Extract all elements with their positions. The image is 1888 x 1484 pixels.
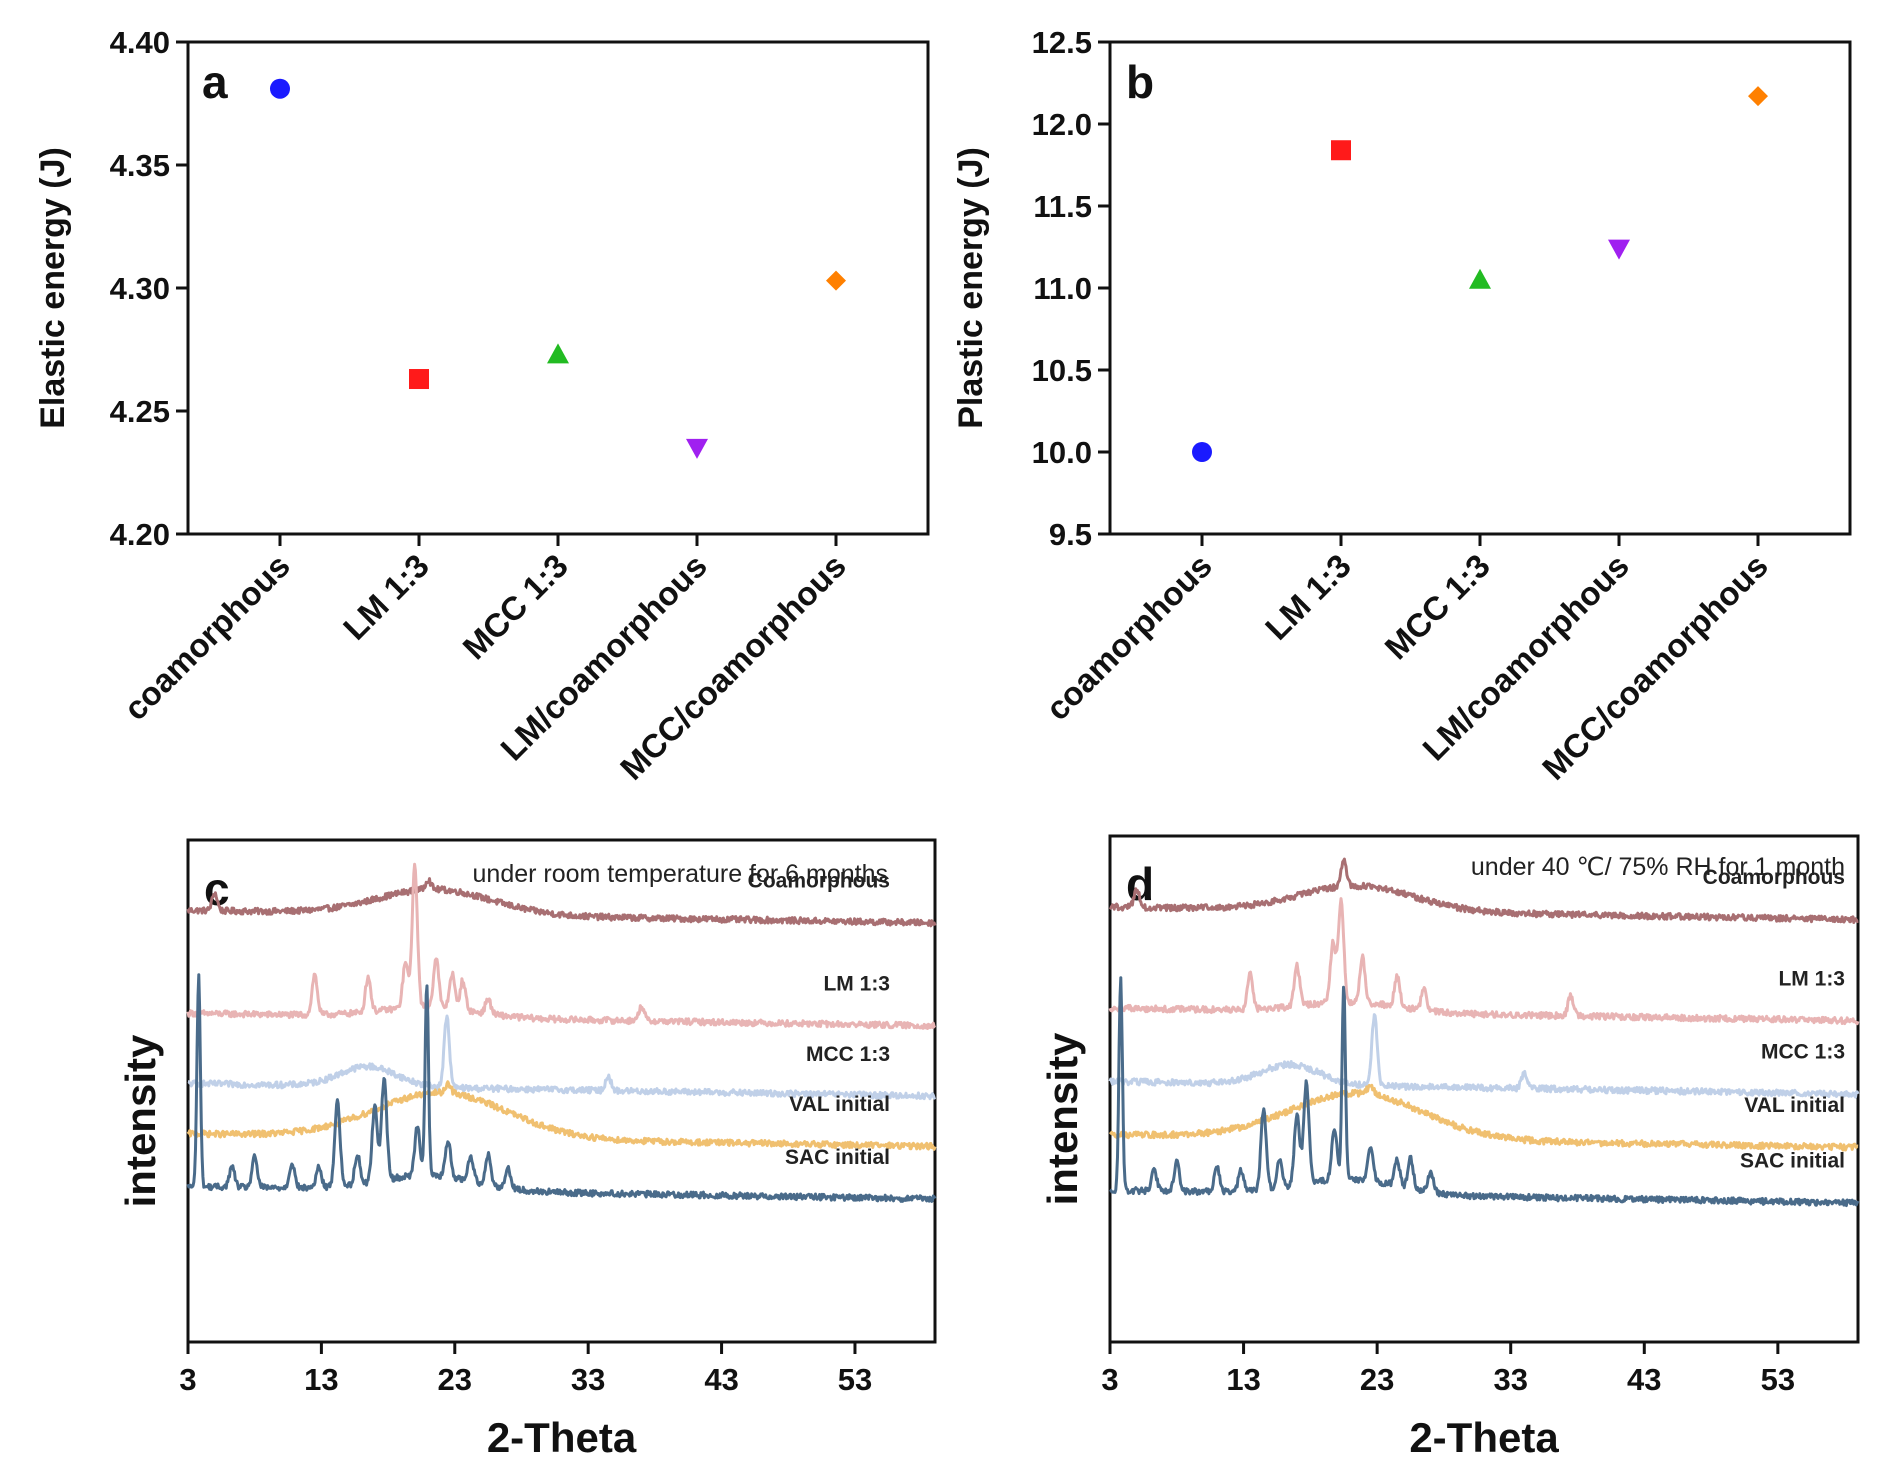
y-axis-label: intensity — [1039, 1032, 1086, 1205]
y-tick-label: 4.40 — [110, 25, 170, 60]
condition-annotation: under room temperature for 6 months — [473, 860, 888, 888]
x-axis-label: 2-Theta — [487, 1414, 637, 1461]
series-label-lm-1-3: LM 1:3 — [823, 973, 890, 996]
y-tick-label: 4.35 — [110, 148, 170, 183]
plot-frame — [1108, 834, 1860, 1344]
y-tick-label: 4.30 — [110, 271, 170, 306]
data-point-mcc-1-3 — [547, 343, 569, 364]
x-tick-label: 13 — [1226, 1362, 1260, 1397]
x-tick-label: 23 — [1360, 1362, 1394, 1397]
x-tick-label: 33 — [1493, 1362, 1527, 1397]
x-tick-label: 3 — [179, 1362, 196, 1397]
data-point-mcc-coamorphous — [1748, 86, 1768, 107]
y-axis-label: intensity — [117, 1034, 164, 1207]
series-line-coamorphous — [186, 877, 937, 928]
y-tick-label: 10.5 — [1032, 353, 1092, 388]
series-label-val-initial: VAL initial — [1744, 1094, 1845, 1117]
series-line-sac-initial — [1109, 976, 1860, 1208]
series-label-mcc-1-3: MCC 1:3 — [806, 1043, 890, 1066]
x-tick-label: 3 — [1101, 1362, 1118, 1397]
series-line-coamorphous — [1108, 857, 1859, 924]
y-tick-label: 11.5 — [1033, 189, 1092, 224]
y-axis-label: Elastic energy (J) — [34, 147, 72, 429]
x-tick-label: 53 — [1761, 1362, 1795, 1397]
x-tick-label: 13 — [304, 1362, 338, 1397]
condition-annotation: under 40 ℃/ 75% RH for 1 month — [1471, 853, 1845, 881]
data-point-coamorphous — [1192, 442, 1212, 462]
plot-frame — [186, 838, 937, 1344]
y-axis-label: Plastic energy (J) — [952, 147, 990, 429]
series-label-mcc-1-3: MCC 1:3 — [1761, 1041, 1845, 1064]
panel-letter: b — [1126, 56, 1154, 108]
series-line-mcc-1-3 — [1108, 1013, 1860, 1099]
series-label-lm-1-3: LM 1:3 — [1778, 967, 1845, 990]
panel-letter: a — [202, 56, 228, 108]
series-line-lm-1-3 — [186, 862, 937, 1030]
y-tick-label: 9.5 — [1049, 517, 1092, 552]
y-tick-label: 10.0 — [1032, 435, 1092, 470]
data-point-lm-coamorphous — [686, 438, 708, 459]
y-tick-label: 4.25 — [110, 394, 170, 429]
data-point-mcc-1-3 — [1469, 268, 1491, 289]
series-line-val-initial — [186, 1080, 937, 1151]
series-label-val-initial: VAL initial — [789, 1093, 890, 1116]
y-tick-label: 11.0 — [1033, 271, 1092, 306]
x-tick-label: 53 — [838, 1362, 872, 1397]
series-line-mcc-1-3 — [187, 1014, 937, 1101]
y-tick-label: 12.0 — [1032, 107, 1092, 142]
x-tick-label: 43 — [1627, 1362, 1661, 1397]
series-label-coamorphous: Coamorphous — [1703, 866, 1845, 889]
data-point-mcc-coamorphous — [826, 270, 846, 291]
series-line-val-initial — [1108, 1083, 1859, 1152]
x-tick-label: 43 — [704, 1362, 738, 1397]
series-label-coamorphous: Coamorphous — [748, 870, 890, 893]
x-axis-label: 2-Theta — [1409, 1414, 1559, 1461]
x-tick-label: 33 — [571, 1362, 605, 1397]
data-point-lm-1-3 — [409, 369, 429, 390]
data-point-lm-coamorphous — [1608, 239, 1630, 260]
data-point-coamorphous — [270, 78, 290, 99]
y-tick-label: 12.5 — [1032, 25, 1092, 60]
series-label-sac-initial: SAC initial — [1740, 1149, 1845, 1172]
y-tick-label: 4.20 — [110, 517, 170, 552]
series-label-sac-initial: SAC initial — [785, 1146, 890, 1169]
series-line-sac-initial — [186, 973, 937, 1203]
series-line-lm-1-3 — [1108, 897, 1860, 1026]
x-tick-label: 23 — [438, 1362, 472, 1397]
data-point-lm-1-3 — [1331, 140, 1351, 161]
